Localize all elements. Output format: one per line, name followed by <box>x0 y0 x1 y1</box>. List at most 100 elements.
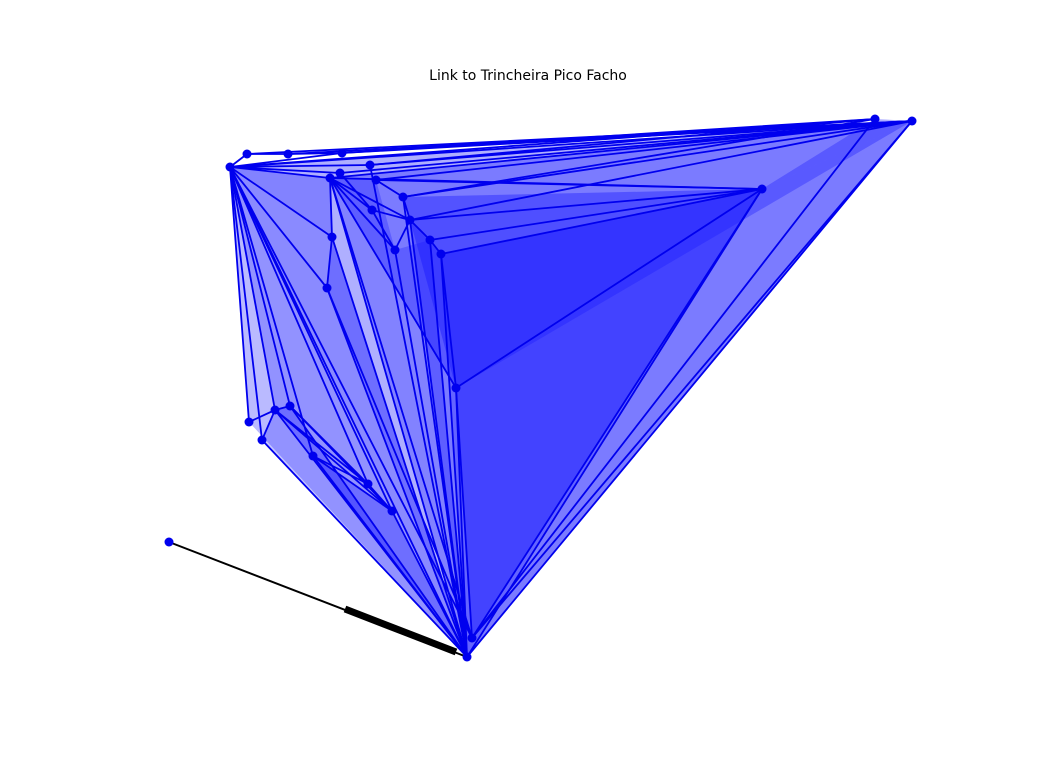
mesh-edge <box>375 179 404 198</box>
mesh-edge <box>375 120 913 181</box>
mesh-edge <box>429 188 763 241</box>
mesh-edge <box>409 219 431 241</box>
mesh-edge <box>229 152 343 168</box>
mesh-edge <box>229 166 276 411</box>
mesh-node <box>757 184 767 194</box>
mesh-node <box>405 215 415 225</box>
mesh-node <box>270 405 280 415</box>
mesh-face <box>456 189 762 638</box>
link-thick-segment <box>343 605 458 656</box>
mesh-node <box>322 283 332 293</box>
mesh-node <box>371 175 381 185</box>
mesh-edge <box>369 164 468 658</box>
mesh-edge <box>440 253 457 389</box>
mesh-node <box>363 479 373 489</box>
mesh-edge <box>466 120 913 658</box>
mesh-edge <box>329 177 373 211</box>
mesh-edge <box>261 439 468 658</box>
mesh-node <box>242 149 252 159</box>
mesh-node <box>870 114 880 124</box>
mesh-node <box>244 417 254 427</box>
mesh-edge <box>455 188 763 389</box>
mesh-edge <box>229 166 263 441</box>
mesh-node <box>467 633 477 643</box>
mesh-edge <box>391 510 468 658</box>
mesh-edge <box>329 177 333 238</box>
mesh-edge <box>471 188 763 639</box>
mesh-node <box>462 652 472 662</box>
mesh-edge <box>429 239 468 658</box>
mesh-edge <box>229 166 468 658</box>
mesh-edge <box>455 387 473 639</box>
mesh-face <box>330 121 912 388</box>
mesh-edge <box>329 177 763 190</box>
mesh-face <box>327 237 467 657</box>
mesh-fills <box>230 119 912 657</box>
mesh-edge <box>289 405 468 658</box>
mesh-edge <box>229 120 913 168</box>
mesh-node <box>257 435 267 445</box>
mesh-edge <box>339 120 913 174</box>
mesh-edge <box>402 120 913 198</box>
mesh-edge <box>440 253 468 658</box>
mesh-face <box>762 119 912 189</box>
mesh-edge <box>339 172 373 211</box>
mesh-edge <box>229 166 250 423</box>
mesh-node <box>327 232 337 242</box>
mesh-nodes <box>225 114 917 662</box>
mesh-node <box>325 173 335 183</box>
mesh-node <box>367 205 377 215</box>
mesh-edge <box>229 164 371 168</box>
mesh-node <box>283 149 293 159</box>
mesh-node <box>387 506 397 516</box>
mesh-edge <box>326 236 333 289</box>
mesh-node <box>365 160 375 170</box>
mesh-edge <box>229 166 314 457</box>
mesh-edge <box>326 287 468 658</box>
mesh-node <box>425 235 435 245</box>
mesh-node <box>907 116 917 126</box>
mesh-edge <box>229 166 331 179</box>
mesh-node <box>285 401 295 411</box>
mesh-edge <box>229 166 473 639</box>
mesh-node <box>225 162 235 172</box>
mesh-face <box>441 189 762 657</box>
mesh-node <box>436 249 446 259</box>
mesh-edge <box>329 177 468 658</box>
mesh-edge <box>367 483 393 512</box>
mesh-edge <box>229 166 328 289</box>
mesh-edge <box>274 409 468 658</box>
mesh-edge <box>229 166 341 174</box>
mesh-edge <box>471 120 913 639</box>
mesh-edge <box>331 236 468 658</box>
mesh-edge <box>402 196 468 658</box>
mesh-edge <box>289 405 393 512</box>
mesh-edge <box>229 166 333 238</box>
mesh-edge <box>229 166 291 407</box>
mesh-edge <box>312 455 393 512</box>
mesh-node <box>390 245 400 255</box>
mesh-edge <box>466 188 763 658</box>
figure-title: Link to Trincheira Pico Facho <box>429 68 627 84</box>
mesh-edge <box>261 409 276 441</box>
mesh-edges <box>229 118 913 658</box>
mesh-node <box>308 451 318 461</box>
mesh-edge <box>402 118 876 198</box>
mesh-edge <box>312 455 369 485</box>
link-line <box>164 537 468 658</box>
mesh-edge <box>326 287 473 639</box>
mesh-edge <box>471 118 876 639</box>
mesh-node <box>451 383 461 393</box>
mesh-face <box>262 410 467 657</box>
mesh-edge <box>248 409 276 423</box>
mesh-node <box>335 168 345 178</box>
mesh-node <box>337 148 347 158</box>
mesh-edge <box>409 188 763 221</box>
mesh-edge <box>455 387 468 658</box>
mesh-edge <box>440 188 763 255</box>
link-origin-node <box>164 537 174 547</box>
mesh-edge <box>341 120 913 154</box>
mesh-edge <box>229 166 369 485</box>
mesh-edge <box>274 409 393 512</box>
